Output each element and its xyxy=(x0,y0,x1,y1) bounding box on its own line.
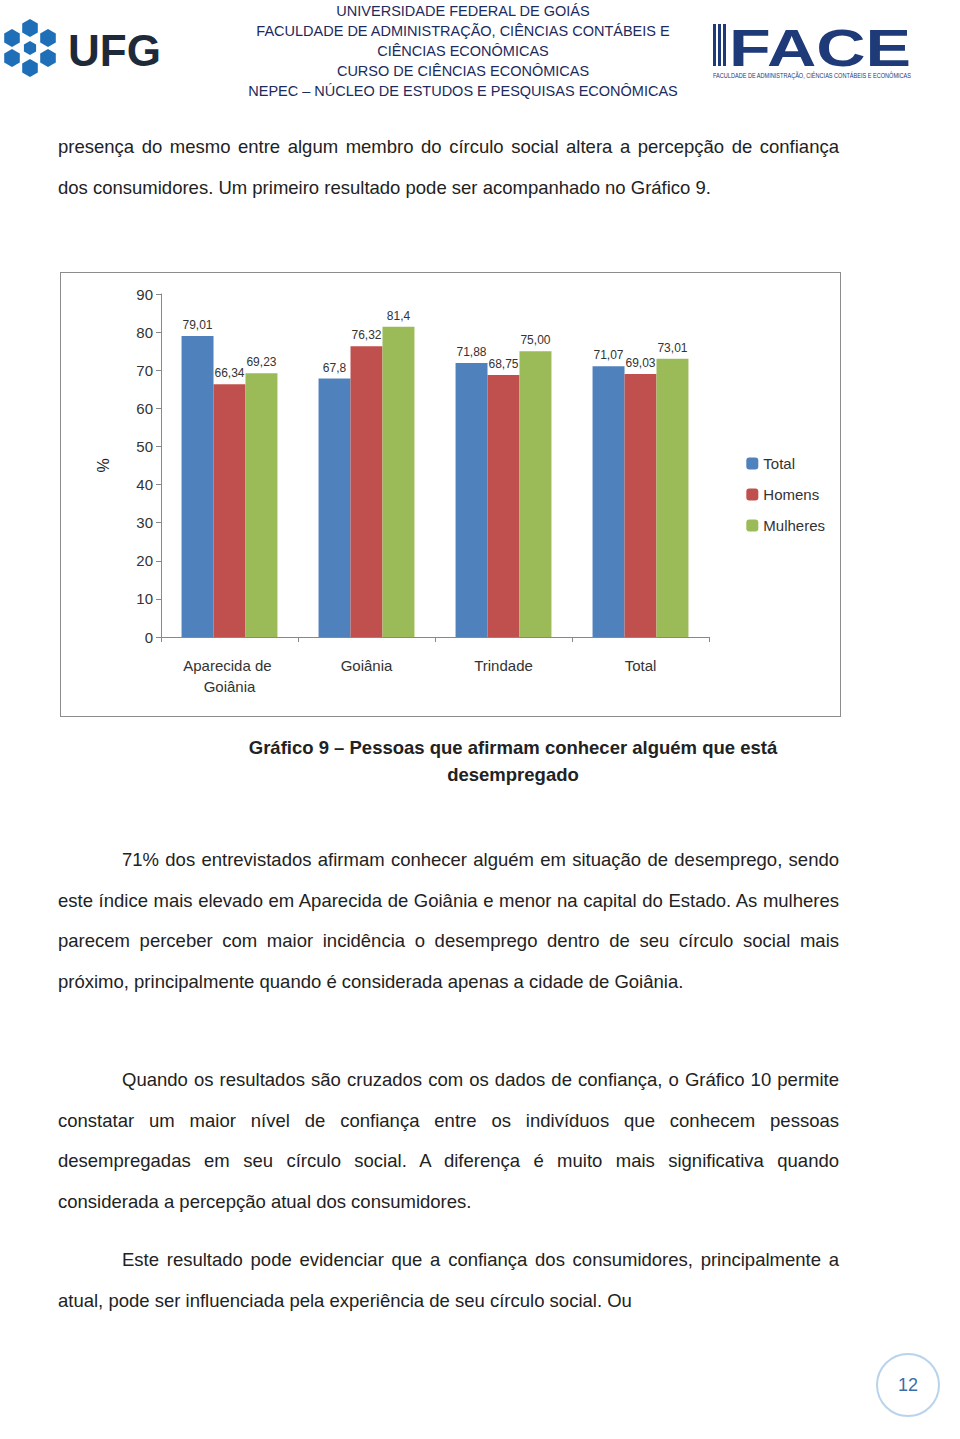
svg-text:Total: Total xyxy=(763,455,795,472)
html-text:Gráfico 9 – Pessoas que afirma: Gráfico 9 – Pessoas que afirmam conhecer… xyxy=(248,737,778,785)
svg-text:81,4: 81,4 xyxy=(387,309,411,323)
html-text:FACULDADE DE ADMINISTRAÇÃO, CI: FACULDADE DE ADMINISTRAÇÃO, CIÊNCIAS CON… xyxy=(256,23,670,39)
svg-text:FACE: FACE xyxy=(729,19,911,77)
svg-text:0: 0 xyxy=(145,629,153,646)
svg-text:60: 60 xyxy=(136,400,153,417)
svg-text:73,01: 73,01 xyxy=(657,341,687,355)
svg-text:30: 30 xyxy=(136,514,153,531)
html-text:Este resultado pode evidenciar: Este resultado pode evidenciar que a con… xyxy=(58,1249,839,1311)
svg-text:71,07: 71,07 xyxy=(594,348,624,362)
svg-text:67,8: 67,8 xyxy=(323,361,347,375)
svg-text:80: 80 xyxy=(136,324,153,341)
svg-text:66,34: 66,34 xyxy=(214,366,244,380)
svg-text:Goiânia: Goiânia xyxy=(204,678,256,695)
svg-text:10: 10 xyxy=(136,590,153,607)
html-text:71% dos entrevistados afirmam: 71% dos entrevistados afirmam conhecer a… xyxy=(58,849,839,992)
svg-text:68,75: 68,75 xyxy=(488,357,518,371)
svg-text:50: 50 xyxy=(136,438,153,455)
svg-text:70: 70 xyxy=(136,362,153,379)
svg-text:79,01: 79,01 xyxy=(183,318,213,332)
svg-text:75,00: 75,00 xyxy=(520,333,550,347)
svg-text:71,88: 71,88 xyxy=(457,345,487,359)
svg-text:Mulheres: Mulheres xyxy=(763,517,825,534)
svg-text:40: 40 xyxy=(136,476,153,493)
html-text:12: 12 xyxy=(898,1375,918,1395)
html-text:UNIVERSIDADE FEDERAL DE GOIÁS: UNIVERSIDADE FEDERAL DE GOIÁS xyxy=(336,3,590,19)
svg-text:UFG: UFG xyxy=(68,26,161,75)
html-text:CIÊNCIAS ECONÔMICAS: CIÊNCIAS ECONÔMICAS xyxy=(377,43,549,59)
svg-text:Trindade: Trindade xyxy=(474,657,533,674)
svg-text:76,32: 76,32 xyxy=(351,328,381,342)
html-text:NEPEC – NÚCLEO DE ESTUDOS E PE: NEPEC – NÚCLEO DE ESTUDOS E PESQUISAS EC… xyxy=(248,83,678,99)
svg-text:69,23: 69,23 xyxy=(246,355,276,369)
svg-text:Total: Total xyxy=(625,657,657,674)
svg-text:%: % xyxy=(95,458,112,472)
svg-text:FACULDADE DE ADMINISTRAÇÃO, CI: FACULDADE DE ADMINISTRAÇÃO, CIÊNCIAS CON… xyxy=(713,71,912,80)
html-text:presença do mesmo entre algum: presença do mesmo entre algum membro do … xyxy=(58,136,839,198)
svg-text:90: 90 xyxy=(136,286,153,303)
svg-text:Homens: Homens xyxy=(763,486,819,503)
html-text:Quando os resultados são cruza: Quando os resultados são cruzados com os… xyxy=(58,1069,839,1212)
svg-text:20: 20 xyxy=(136,552,153,569)
svg-text:Goiânia: Goiânia xyxy=(341,657,393,674)
svg-text:69,03: 69,03 xyxy=(625,356,655,370)
html-text:CURSO DE CIÊNCIAS ECONÔMICAS: CURSO DE CIÊNCIAS ECONÔMICAS xyxy=(336,63,590,79)
svg-text:Aparecida de: Aparecida de xyxy=(183,657,276,674)
